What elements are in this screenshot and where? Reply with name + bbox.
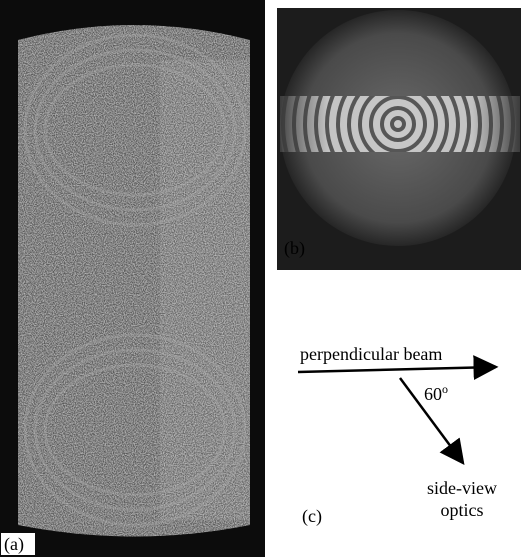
cylinder-cloud <box>18 25 250 537</box>
label-bg <box>1 533 35 555</box>
fringe-band <box>280 96 520 152</box>
panel-label: (b) <box>284 238 305 259</box>
panel-label: (c) <box>302 506 322 527</box>
optics-arrow <box>398 377 465 466</box>
beam-arrow <box>297 355 499 381</box>
optics-label: optics <box>441 500 484 520</box>
panel-label: (a) <box>4 534 24 555</box>
beam-label: perpendicular beam <box>300 344 442 364</box>
angle-value: 60 <box>424 384 442 404</box>
angle-label: 60o <box>424 382 448 404</box>
optics-label: side-view <box>427 478 497 498</box>
angle-unit: o <box>442 382 448 396</box>
